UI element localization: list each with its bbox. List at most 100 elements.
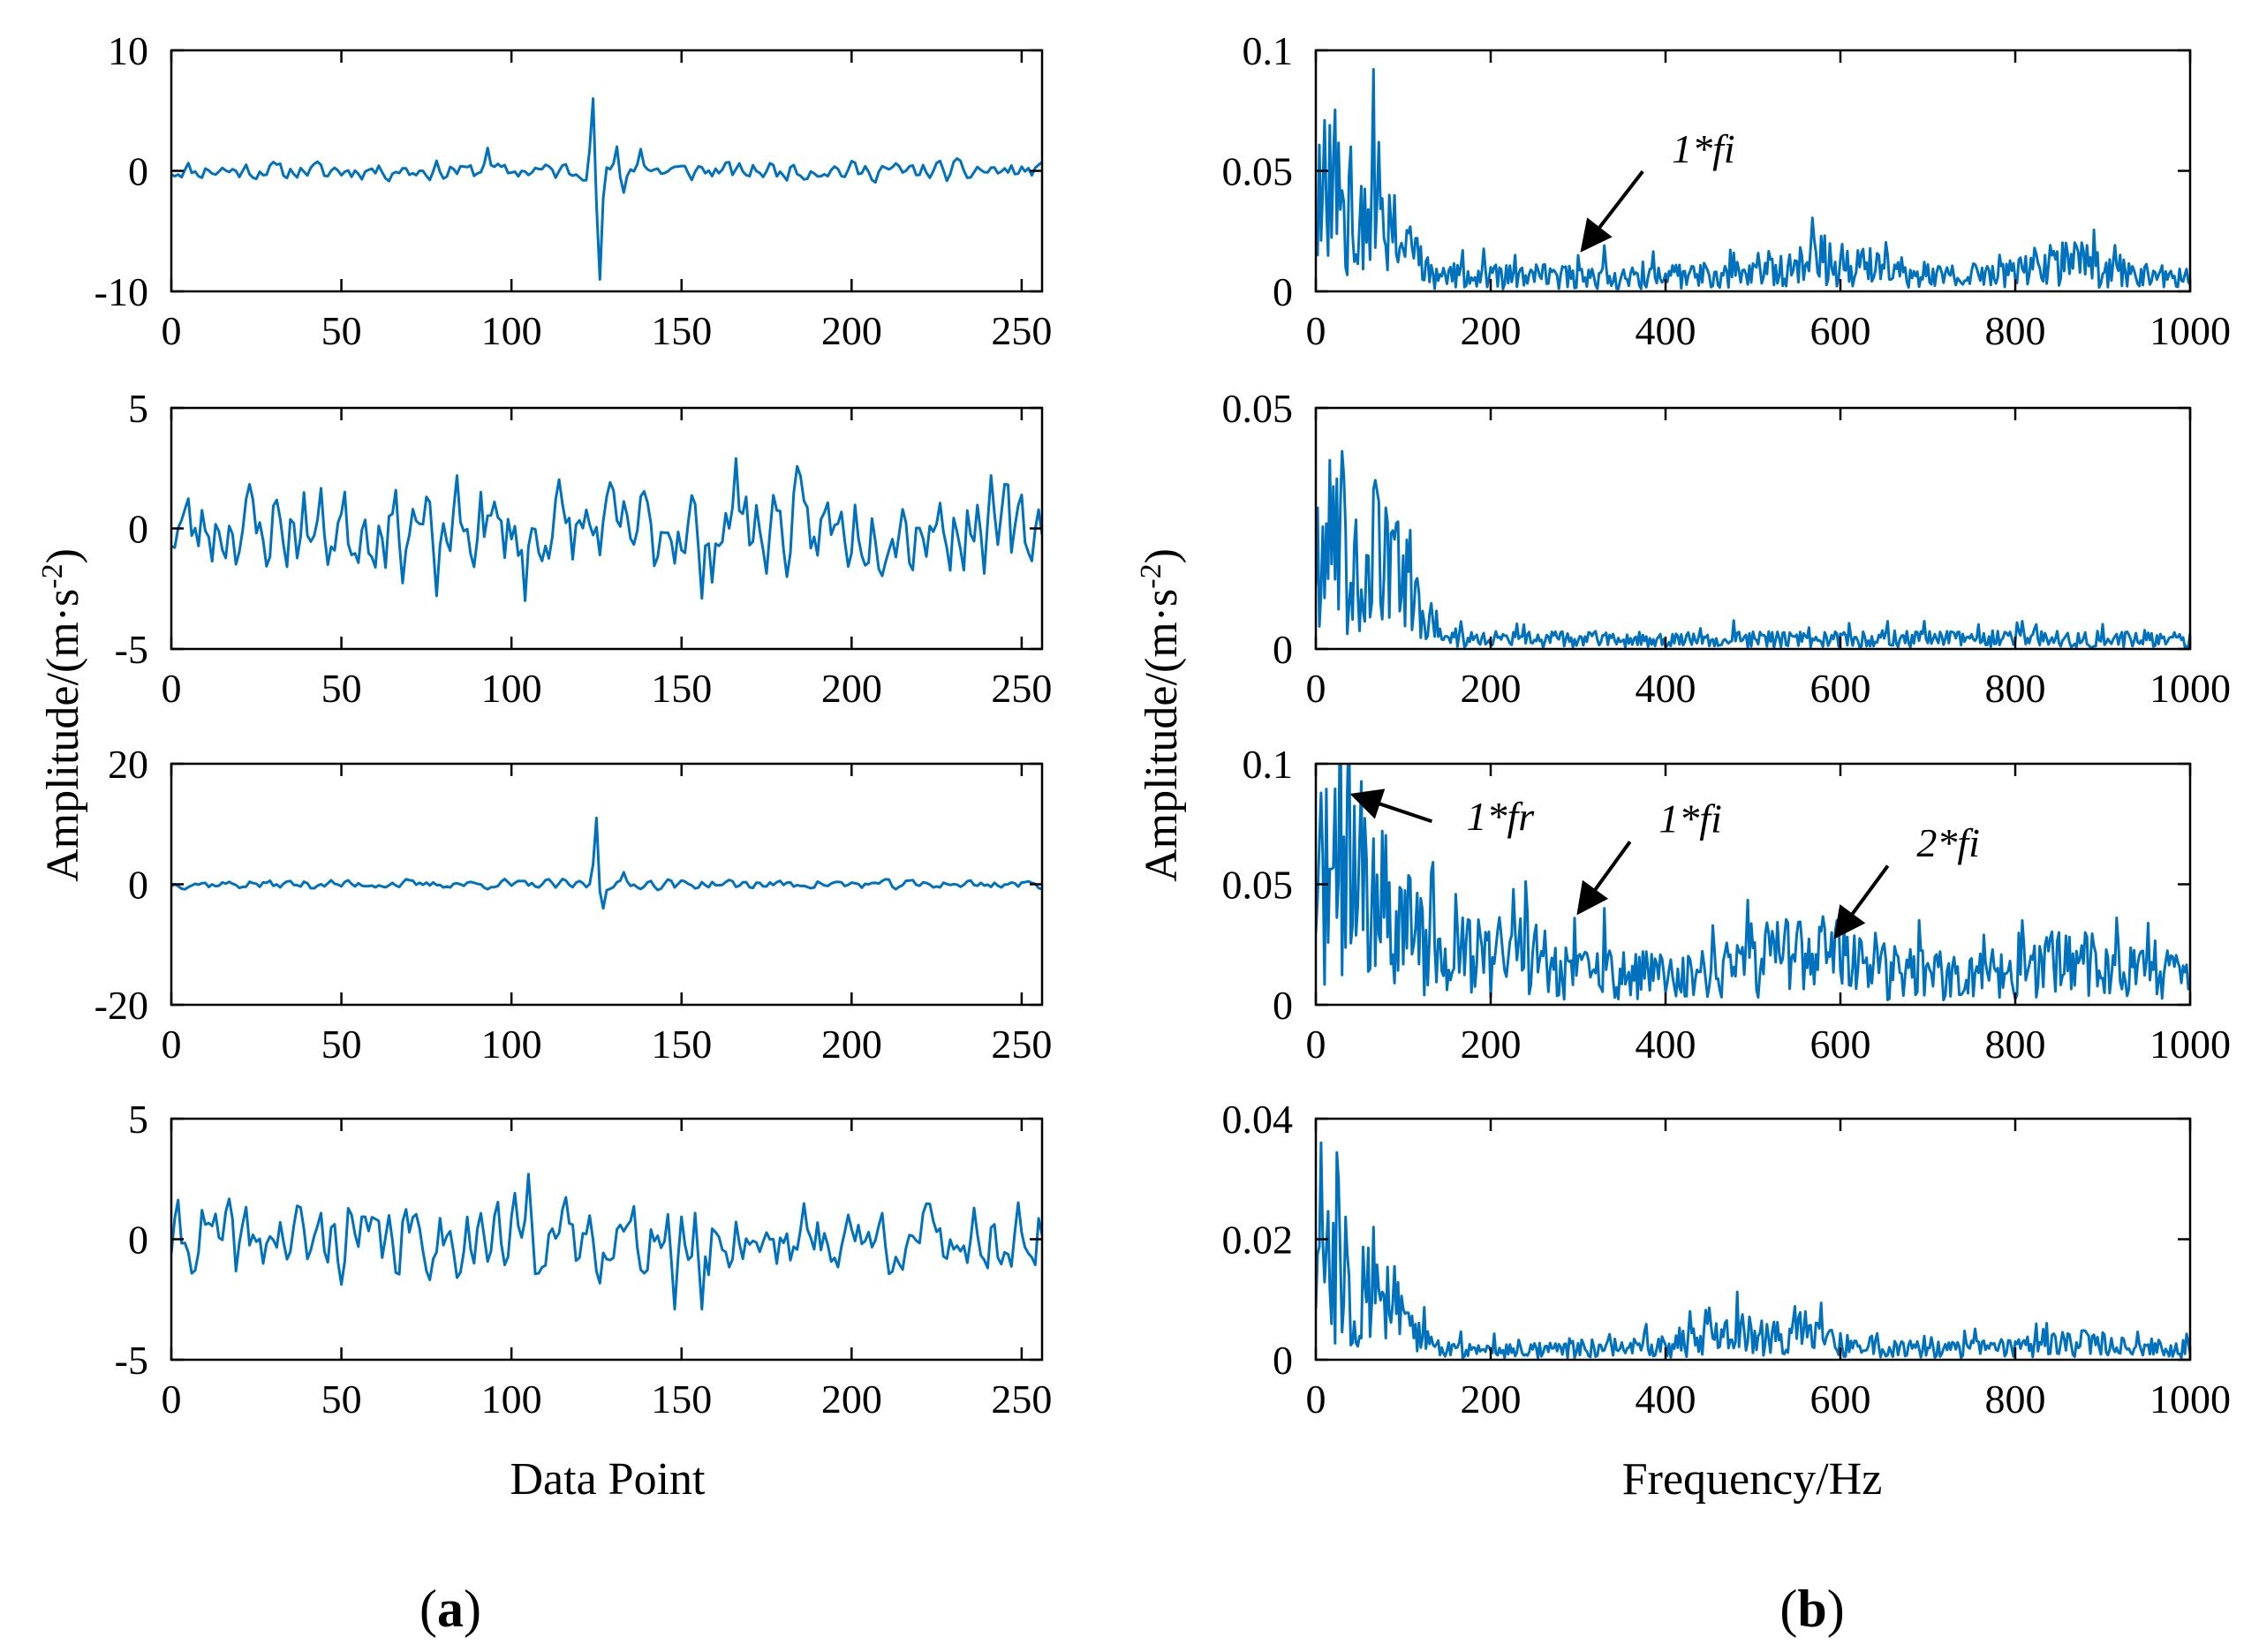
annotation-arrow-b3 <box>1846 864 1890 923</box>
y-tick-label-a3: -20 <box>94 983 148 1028</box>
axes-box-b2 <box>1314 406 2192 651</box>
panel-a-close: ) <box>464 1580 481 1638</box>
x-tick-label-a1: 0 <box>162 308 182 353</box>
panel-b-close: ) <box>1827 1580 1845 1638</box>
x-tick-label-a2: 200 <box>821 666 882 711</box>
annotation-arrow-b3 <box>1371 799 1433 824</box>
x-tick-label-a3: 150 <box>651 1022 712 1067</box>
x-tick-label-a2: 0 <box>162 666 182 711</box>
x-tick-label-a4: 50 <box>321 1377 362 1422</box>
series-line-b4 <box>1316 1141 2190 1360</box>
x-tick-label-b2: 0 <box>1306 666 1326 711</box>
x-tick-label-a1: 50 <box>321 308 362 353</box>
x-tick-label-b1: 800 <box>1985 308 2046 353</box>
x-tick-label-b3: 600 <box>1810 1022 1871 1067</box>
x-tick-label-b2: 800 <box>1985 666 2046 711</box>
y-tick-label-a4: 5 <box>128 1097 148 1142</box>
x-tick-label-b3: 1000 <box>2149 1022 2231 1067</box>
y-tick-label-a2: 0 <box>128 507 148 552</box>
subplot-a2: 0 50 100 150 200 250 -5 0 5 <box>115 386 1053 711</box>
x-tick-label-b2: 400 <box>1636 666 1696 711</box>
x-tick-label-a2: 150 <box>651 666 712 711</box>
y-tick-label-b2: 0.05 <box>1222 386 1294 431</box>
panel-b-open: ( <box>1779 1580 1797 1638</box>
annotation-label-b1: 1*fi <box>1672 126 1735 171</box>
y-tick-label-b4: 0.02 <box>1222 1218 1294 1263</box>
annotation-arrow-b3 <box>1589 841 1632 898</box>
x-tick-label-b2: 200 <box>1461 666 1522 711</box>
subplot-a4: 0 50 100 150 200 250 -5 0 5 <box>115 1097 1053 1422</box>
left-ylabel: Amplitude/(m·s-2) <box>36 548 89 882</box>
series-line-b2 <box>1316 449 2190 649</box>
series-line-a4 <box>171 1173 1042 1311</box>
axes-box-b4 <box>1314 1117 2192 1362</box>
x-tick-label-a3: 100 <box>481 1022 542 1067</box>
x-tick-label-b4: 400 <box>1636 1377 1696 1422</box>
y-tick-label-b4: 0.04 <box>1222 1097 1294 1142</box>
subplot-a1: 0 50 100 150 200 250 -10 0 10 <box>94 28 1053 353</box>
annotation-arrowhead-b3 <box>1576 879 1609 916</box>
x-tick-label-b4: 200 <box>1461 1377 1522 1422</box>
x-tick-label-a4: 200 <box>821 1377 882 1422</box>
y-tick-label-a4: 0 <box>128 1218 148 1263</box>
left-xlabel: Data Point <box>510 1454 706 1505</box>
x-tick-label-b3: 200 <box>1461 1022 1522 1067</box>
left-ylabel-exponent: -2 <box>36 563 69 588</box>
x-tick-label-a2: 50 <box>321 666 362 711</box>
x-tick-label-b2: 1000 <box>2149 666 2231 711</box>
axes-box-a4 <box>170 1117 1044 1362</box>
y-tick-label-b3: 0 <box>1273 983 1293 1028</box>
panel-label-a: (a) <box>419 1580 481 1638</box>
y-tick-label-b1: 0.05 <box>1222 149 1294 194</box>
series-line-a3 <box>171 816 1042 910</box>
y-tick-label-b1: 0 <box>1273 269 1293 314</box>
y-tick-label-b3: 0.1 <box>1243 742 1294 787</box>
axes-box-b1 <box>1314 49 2192 293</box>
x-tick-label-a3: 250 <box>991 1022 1052 1067</box>
left-ylabel-text: Amplitude/(m·s <box>38 589 88 882</box>
x-tick-label-b1: 0 <box>1306 308 1326 353</box>
annotation-arrowhead-b3 <box>1349 788 1386 819</box>
x-tick-label-a2: 250 <box>991 666 1052 711</box>
subplot-b3: 0 200 400 600 800 1000 0 0.05 0.1 1*fr 1*fi 2*fi <box>1222 742 2232 1067</box>
y-tick-label-a2: 5 <box>128 386 148 431</box>
series-line-b3 <box>1316 764 2190 1001</box>
y-tick-label-a1: -10 <box>94 269 148 314</box>
x-tick-label-a1: 200 <box>821 308 882 353</box>
x-tick-label-a3: 200 <box>821 1022 882 1067</box>
x-tick-label-b3: 400 <box>1636 1022 1696 1067</box>
series-line-a2 <box>171 456 1042 602</box>
y-tick-label-a4: -5 <box>115 1338 148 1383</box>
x-tick-label-a4: 250 <box>991 1377 1052 1422</box>
x-tick-label-a3: 0 <box>162 1022 182 1067</box>
y-tick-label-a3: 0 <box>128 863 148 908</box>
x-tick-label-a4: 100 <box>481 1377 542 1422</box>
y-tick-label-b1: 0.1 <box>1243 28 1294 73</box>
x-tick-label-b4: 1000 <box>2149 1377 2231 1422</box>
y-tick-label-a2: -5 <box>115 627 148 672</box>
right-xlabel: Frequency/Hz <box>1622 1454 1883 1505</box>
right-ylabel-close: ) <box>1137 548 1187 563</box>
x-tick-label-a1: 250 <box>991 308 1052 353</box>
right-ylabel-exponent: -2 <box>1135 563 1167 588</box>
y-tick-label-b4: 0 <box>1273 1338 1293 1383</box>
subplot-a3: 0 50 100 150 200 250 -20 0 20 <box>94 742 1053 1067</box>
x-tick-label-b1: 600 <box>1810 308 1871 353</box>
x-tick-label-a3: 50 <box>321 1022 362 1067</box>
x-tick-label-a2: 100 <box>481 666 542 711</box>
x-tick-label-a1: 150 <box>651 308 712 353</box>
x-tick-label-b4: 800 <box>1985 1377 2046 1422</box>
y-tick-label-b3: 0.05 <box>1222 863 1294 908</box>
x-tick-label-a1: 100 <box>481 308 542 353</box>
y-tick-label-b2: 0 <box>1273 627 1293 672</box>
x-tick-label-b1: 200 <box>1461 308 1522 353</box>
annotation-label-b3: 1*fr <box>1467 794 1536 839</box>
x-tick-label-b1: 1000 <box>2149 308 2231 353</box>
x-tick-label-b2: 600 <box>1810 666 1871 711</box>
annotation-arrow-b1 <box>1592 170 1644 236</box>
annotation-label-b3: 2*fi <box>1916 820 1980 865</box>
panel-a-open: ( <box>419 1580 437 1638</box>
y-tick-label-a1: 0 <box>128 149 148 194</box>
